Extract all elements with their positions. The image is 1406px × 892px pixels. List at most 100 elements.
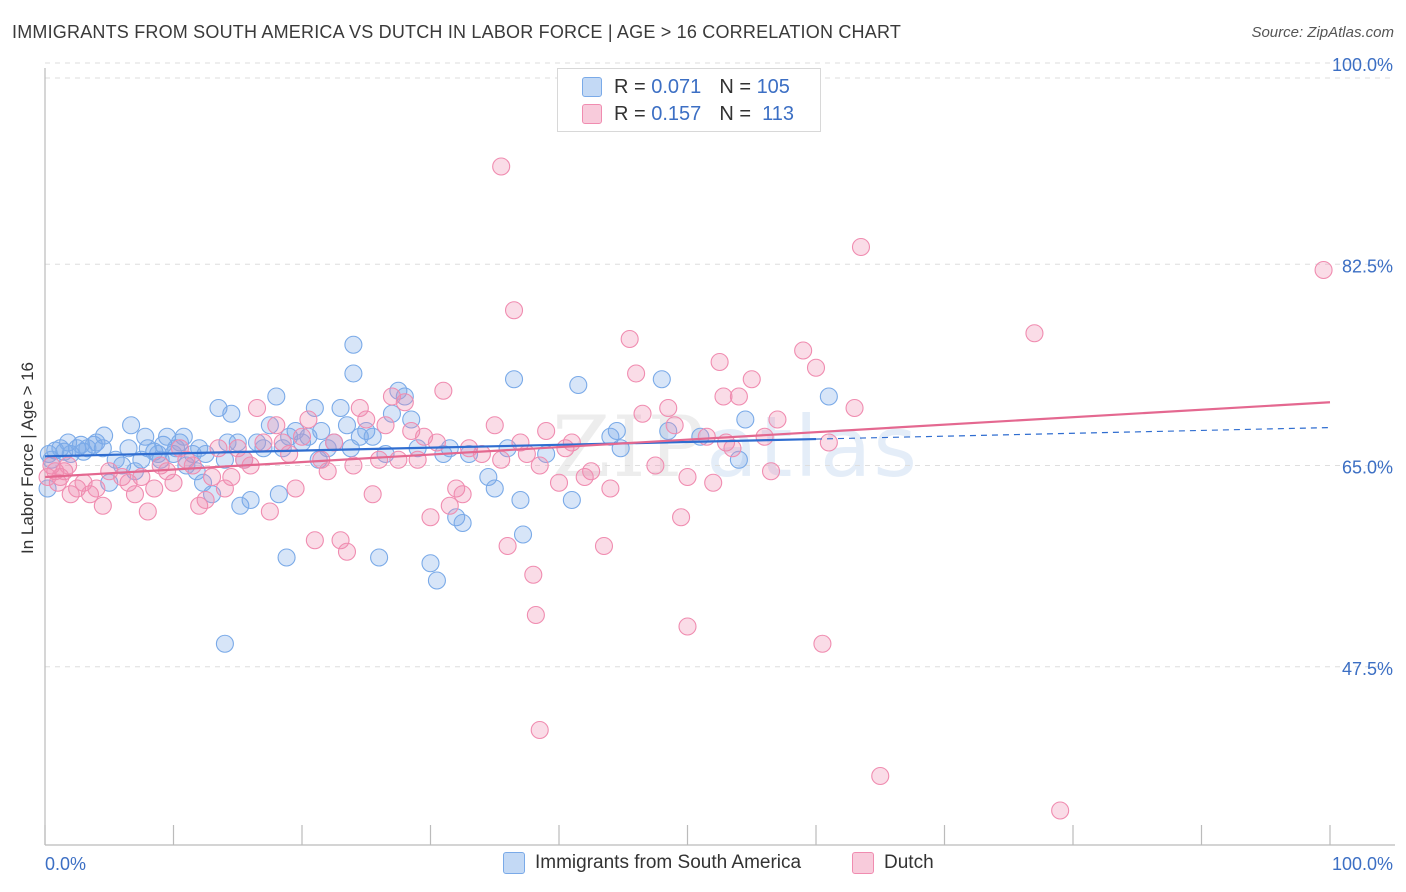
source-label: Source: ZipAtlas.com — [1251, 24, 1394, 41]
point-dutch — [659, 398, 678, 418]
legend-swatch-dutch — [852, 852, 874, 874]
point-dutch — [742, 370, 761, 389]
point-south-america — [305, 398, 324, 418]
point-south-america — [241, 490, 260, 510]
point-dutch — [1025, 324, 1044, 343]
point-dutch — [344, 456, 363, 475]
trend-line-dutch — [44, 401, 1331, 479]
point-dutch — [440, 496, 459, 515]
point-south-america — [459, 444, 479, 464]
legend-item-dutch[interactable]: Dutch — [852, 852, 934, 874]
point-dutch — [286, 479, 305, 498]
point-south-america — [231, 496, 250, 515]
point-south-america — [562, 490, 581, 510]
point-dutch — [376, 416, 395, 435]
point-dutch — [485, 416, 504, 435]
point-dutch — [871, 766, 890, 786]
legend-swatch-dutch — [582, 104, 602, 124]
point-south-america — [269, 485, 288, 504]
n-value: 105 — [756, 75, 790, 98]
point-dutch — [203, 467, 222, 487]
legend-label-south-america: Immigrants from South America — [535, 852, 802, 873]
y-tick-label: 65.0% — [1342, 458, 1393, 478]
point-dutch — [845, 398, 864, 418]
point-south-america — [267, 387, 286, 406]
point-dutch — [594, 536, 614, 556]
point-dutch — [280, 444, 299, 464]
point-dutch — [761, 462, 781, 481]
point-dutch — [331, 531, 350, 550]
point-dutch — [87, 479, 106, 498]
point-dutch — [729, 387, 748, 406]
point-south-america — [453, 513, 472, 533]
legend-label-dutch: Dutch — [884, 852, 934, 873]
point-south-america — [427, 571, 446, 590]
chart-title: IMMIGRANTS FROM SOUTH AMERICA VS DUTCH I… — [12, 22, 902, 42]
point-south-america — [95, 426, 114, 445]
point-dutch — [633, 404, 652, 423]
n-label: N = — [719, 102, 751, 125]
point-dutch — [395, 393, 414, 412]
point-dutch — [646, 456, 665, 475]
point-dutch — [337, 542, 357, 561]
axes — [44, 68, 1395, 846]
point-south-america — [370, 548, 389, 567]
point-dutch — [215, 479, 234, 498]
point-dutch — [305, 531, 324, 550]
point-south-america — [363, 427, 382, 446]
point-dutch — [247, 398, 267, 418]
r-value: 0.071 — [651, 75, 702, 98]
point-dutch — [260, 502, 279, 521]
point-south-america — [395, 387, 414, 406]
point-dutch — [665, 416, 684, 435]
legend-item-south-america[interactable]: Immigrants from South America — [503, 852, 801, 874]
point-south-america — [652, 370, 671, 389]
point-south-america — [607, 421, 626, 441]
point-dutch — [434, 381, 453, 400]
point-south-america — [504, 370, 524, 389]
point-dutch — [183, 456, 202, 475]
point-south-america — [222, 404, 241, 423]
r-label: R = — [614, 75, 646, 98]
point-dutch — [620, 329, 639, 349]
stats-row-south-america: R = 0.071 N = 105 — [582, 74, 790, 100]
y-tick-label: 47.5% — [1342, 659, 1393, 679]
point-dutch — [254, 433, 273, 452]
point-dutch — [498, 536, 517, 556]
point-south-america — [421, 554, 440, 573]
point-south-america — [136, 427, 155, 446]
point-dutch — [794, 341, 813, 360]
point-dutch — [537, 421, 556, 441]
point-south-america — [513, 525, 533, 544]
point-south-america — [736, 410, 755, 429]
point-dutch — [408, 450, 427, 469]
watermark: ZIPatlas — [552, 398, 919, 496]
point-dutch — [530, 456, 549, 475]
n-value: 113 — [762, 102, 795, 125]
point-south-america — [174, 427, 193, 446]
point-south-america — [331, 398, 350, 418]
point-dutch — [601, 479, 620, 498]
legend-swatch-south-america — [503, 852, 525, 874]
point-dutch — [530, 720, 549, 740]
point-dutch — [299, 410, 318, 429]
point-south-america — [569, 375, 588, 395]
point-dutch — [350, 398, 369, 418]
point-dutch — [851, 237, 871, 257]
point-south-america — [312, 421, 331, 441]
point-dutch — [755, 427, 774, 446]
point-dutch — [389, 450, 408, 469]
point-south-america — [122, 416, 141, 435]
point-south-america — [344, 364, 363, 383]
point-dutch — [504, 301, 524, 320]
point-dutch — [678, 617, 697, 636]
point-dutch — [145, 479, 164, 498]
r-label: R = — [614, 102, 646, 125]
point-dutch — [524, 565, 543, 584]
point-south-america — [337, 416, 357, 435]
point-dutch — [164, 473, 183, 492]
point-dutch — [813, 634, 832, 653]
point-dutch — [472, 444, 491, 464]
point-dutch — [93, 496, 112, 515]
point-dutch — [723, 439, 742, 458]
